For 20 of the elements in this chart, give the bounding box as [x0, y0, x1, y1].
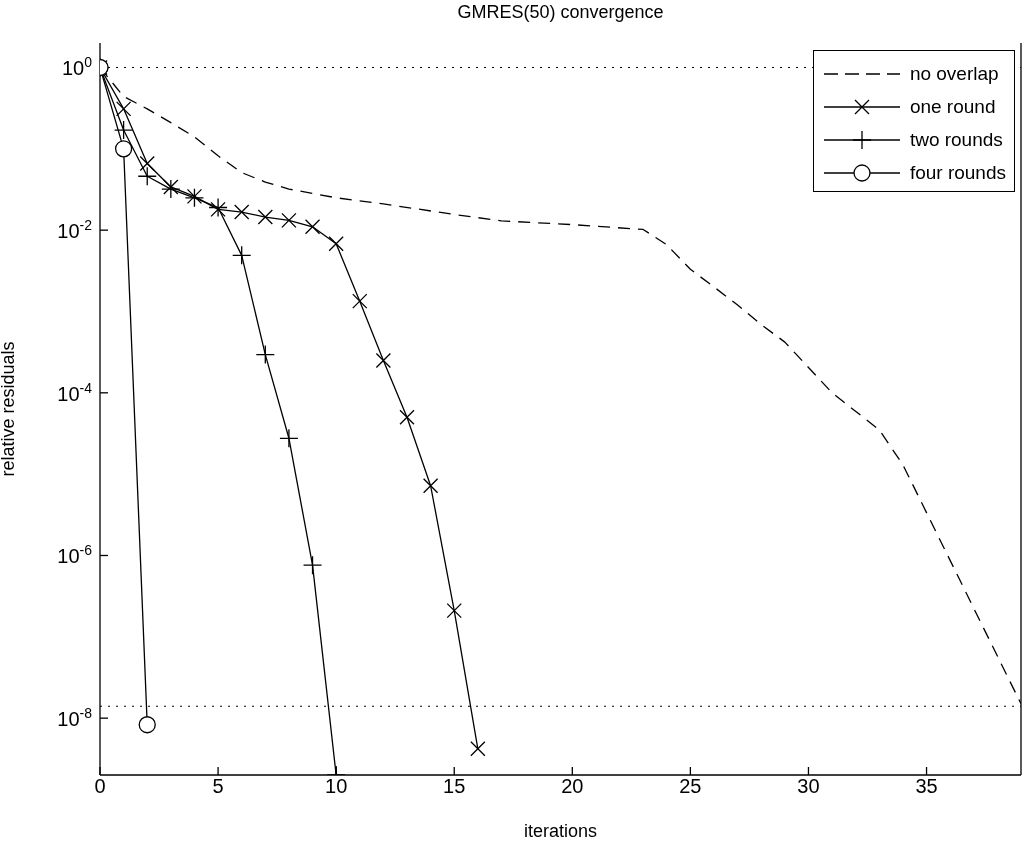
x-tick-label: 15 [443, 775, 466, 798]
y-tick-label: 10$^{-6}$ [57, 542, 93, 568]
y-tick-label: 10$^{0}$ [61, 54, 93, 80]
x-tick-label: 25 [679, 775, 702, 798]
legend-label: one round [909, 95, 996, 118]
y-tick-label: 10$^{-8}$ [57, 705, 93, 731]
y-tick-label: 10$^{-2}$ [57, 217, 93, 243]
x-tick-label: 0 [94, 775, 106, 798]
x-tick-label: 30 [797, 775, 820, 798]
x-tick-label: 20 [561, 775, 584, 798]
x-tick-label: 10 [325, 775, 348, 798]
y-tick-label: 10$^{-4}$ [57, 379, 93, 405]
x-tick-label: 35 [915, 775, 938, 798]
y-axis-title: relative residuals [0, 341, 19, 477]
legend-label: two rounds [909, 128, 1003, 151]
x-axis-title: iterations [523, 821, 598, 841]
legend-label: no overlap [909, 62, 999, 85]
x-tick-label: 5 [212, 775, 224, 798]
chart-title: GMRES(50) convergence [456, 2, 665, 23]
legend-label: four rounds [909, 161, 1006, 184]
